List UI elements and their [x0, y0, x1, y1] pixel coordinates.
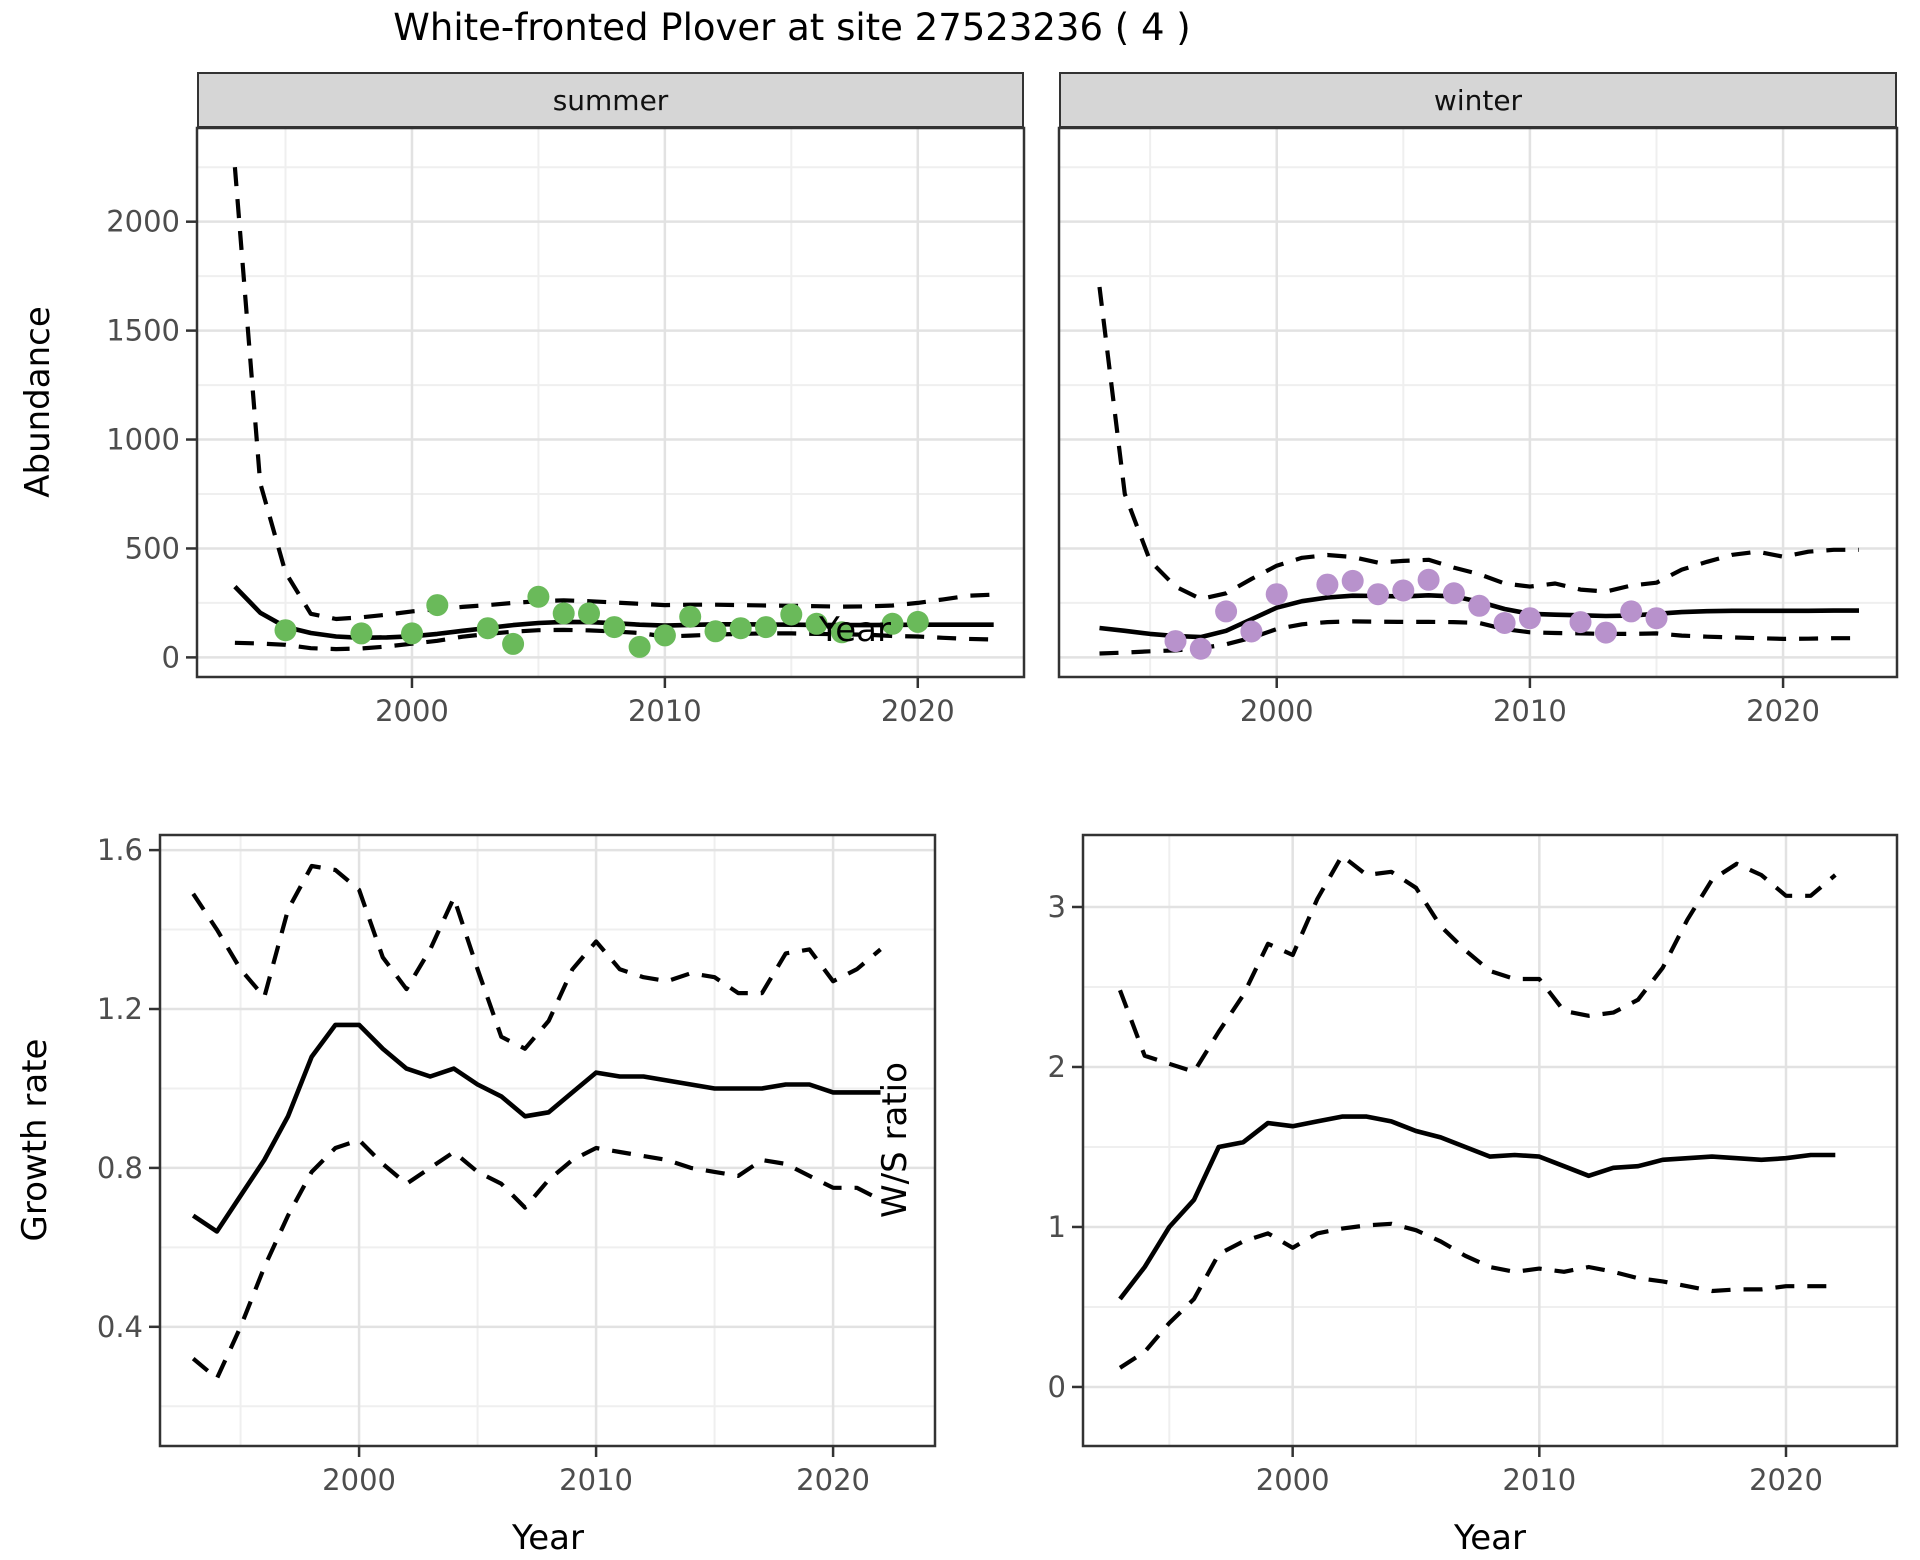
growth-upper95-line	[191, 863, 882, 1051]
y-tick-label: 1	[1048, 1210, 1066, 1244]
x-tick-label: 2010	[1493, 694, 1567, 728]
y-tick-label: 3	[1048, 890, 1066, 924]
summer-data-point	[755, 616, 777, 639]
winter-data-point	[1493, 612, 1516, 634]
winter-panel: 2000 2010 2020	[1057, 126, 1899, 728]
growth-rate-axis-title: Growth rate	[15, 1038, 55, 1242]
winter-data-point	[1341, 569, 1364, 592]
summer-data-point	[603, 616, 626, 639]
x-tick-label: 2000	[1240, 694, 1314, 728]
winter-data-point	[1240, 620, 1263, 643]
summer-data-point	[805, 612, 828, 635]
abundance-axis-title: Abundance	[18, 306, 58, 498]
x-tick-label: 2010	[628, 694, 702, 728]
winter-data-point	[1645, 607, 1668, 630]
winter-data-point	[1392, 579, 1415, 602]
summer-data-point	[578, 602, 600, 625]
winter-data-point	[1442, 582, 1465, 605]
x-tick-label: 2000	[375, 694, 449, 728]
summer-data-point	[780, 603, 803, 626]
x-tick-label: 2010	[1502, 1463, 1576, 1497]
winter-panel-border	[1057, 126, 1899, 679]
y-tick-label: 500	[125, 531, 180, 565]
winter-upper95-line	[1097, 286, 1859, 602]
summer-data-point	[881, 612, 904, 635]
growth-x-axis-title: Year	[512, 1518, 584, 1558]
winter-data-point	[1316, 573, 1339, 596]
summer-data-point	[552, 602, 575, 625]
facet-strip-summer-label: summer	[552, 83, 669, 117]
y-tick-label: 2	[1048, 1050, 1066, 1084]
x-tick-label: 2020	[1749, 1463, 1823, 1497]
winter-data-point	[1518, 607, 1541, 630]
y-tick-label: 2000	[106, 205, 180, 239]
winter-data-point	[1367, 583, 1389, 606]
y-tick-label: 0.4	[97, 1310, 143, 1344]
summer-panel-border	[195, 126, 1026, 679]
winter-data-point	[1189, 637, 1212, 660]
y-tick-label: 1.2	[97, 992, 143, 1026]
summer-data-point	[401, 622, 423, 645]
winter-data-point	[1164, 630, 1187, 653]
x-tick-label: 2000	[322, 1463, 396, 1497]
ws-panel-border	[1081, 833, 1899, 1448]
ws-x-axis-title: Year	[1454, 1518, 1526, 1558]
y-tick-label: 0.8	[97, 1151, 143, 1185]
winter-data-point	[1594, 621, 1617, 644]
growth-lower95-line	[191, 1138, 882, 1381]
ws-panel: 2000 2010 2020 0 1 2 3	[1048, 833, 1899, 1497]
summer-panel: 2000 2010 2020 0 500 1000 1500 2000	[106, 126, 1026, 728]
winter-data-point	[1468, 594, 1491, 617]
y-tick-label: 0	[1048, 1370, 1066, 1404]
summer-data-point	[502, 632, 525, 655]
growth-mean-line	[191, 1022, 881, 1234]
y-tick-label: 1000	[106, 423, 180, 457]
summer-data-point	[350, 622, 373, 645]
facet-strip-winter-label: winter	[1433, 83, 1523, 117]
winter-data-point	[1569, 611, 1592, 634]
x-tick-label: 2020	[881, 694, 955, 728]
summer-data-point	[274, 619, 297, 642]
y-tick-label: 1.6	[97, 833, 143, 867]
winter-data-point	[1620, 600, 1643, 623]
ws-mean-line	[1118, 1114, 1836, 1301]
summer-data-point	[426, 594, 449, 617]
y-tick-label: 1500	[106, 314, 180, 348]
summer-data-point	[704, 620, 727, 643]
summer-data-point	[729, 617, 752, 640]
winter-data-point	[1215, 600, 1238, 623]
summer-data-point	[906, 610, 929, 633]
summer-data-point	[476, 617, 499, 640]
page-title: White-fronted Plover at site 27523236 ( …	[393, 6, 1191, 49]
x-tick-label: 2020	[1746, 694, 1820, 728]
summer-data-point	[679, 605, 702, 628]
ws-lower95-line	[1118, 1221, 1836, 1370]
winter-data-point	[1417, 568, 1440, 591]
x-tick-label: 2010	[559, 1463, 633, 1497]
y-tick-label: 0	[162, 640, 180, 674]
winter-data-point	[1265, 583, 1288, 606]
summer-data-point	[527, 585, 550, 608]
ws-ratio-axis-title: W/S ratio	[875, 1062, 915, 1218]
facet-strip-winter: winter	[1059, 72, 1897, 128]
summer-data-point	[653, 624, 676, 647]
summer-data-point	[830, 621, 853, 644]
summer-data-point	[628, 635, 651, 658]
x-tick-label: 2020	[796, 1463, 870, 1497]
facet-strip-summer: summer	[197, 72, 1024, 128]
growth-panel: 2000 2010 2020 0.4 0.8 1.2 1.6	[97, 833, 937, 1497]
top-x-axis-title: Year	[819, 610, 891, 650]
ws-upper95-line	[1118, 853, 1837, 1074]
growth-panel-border	[158, 833, 937, 1448]
x-tick-label: 2000	[1256, 1463, 1330, 1497]
